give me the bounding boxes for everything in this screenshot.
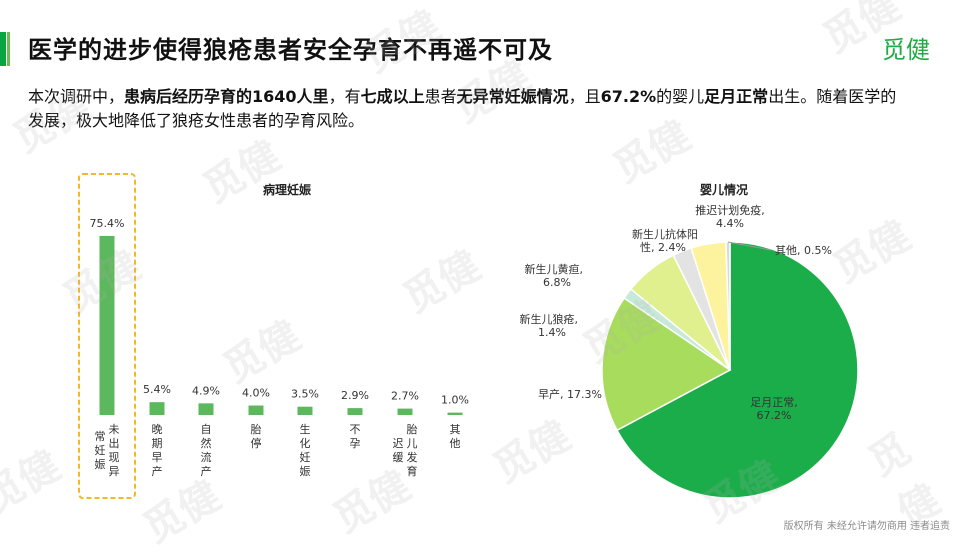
- pie-slice: [616, 241, 859, 499]
- category-label-char: 期: [152, 437, 163, 450]
- bar-value-label: 2.7%: [391, 390, 419, 403]
- intro-highlight: 67.2%: [600, 87, 657, 106]
- category-label-char: 生: [300, 422, 311, 436]
- category-label-char: 不: [350, 423, 361, 436]
- pie-label: 足月正常,: [750, 396, 798, 409]
- pie-slice: [601, 297, 732, 432]
- bar-value-label: 4.9%: [192, 384, 220, 397]
- intro-paragraph: 本次调研中，患病后经历孕育的1640人里，有七成以上患者无异常妊娠情况，且67.…: [28, 85, 908, 133]
- intro-text: ，有: [328, 87, 361, 106]
- category-label-char: 早: [152, 451, 163, 464]
- category-label-char: 其: [450, 423, 461, 436]
- category-label-char: 他: [450, 437, 461, 450]
- category-label-char: 迟: [393, 437, 404, 450]
- intro-text: 本次调研中，: [28, 87, 125, 106]
- pie-chart-title: 婴儿情况: [700, 182, 748, 197]
- pie-label: 早产, 17.3%: [538, 387, 602, 401]
- bar: [198, 403, 214, 415]
- bar: [99, 235, 115, 415]
- intro-text: 出生。随着医学的发展，极大地降低了狼疮女性患者的孕育风险。: [28, 87, 897, 130]
- bar: [297, 406, 313, 415]
- category-label-char: 产: [201, 464, 212, 478]
- category-label-char: 妊: [95, 443, 106, 457]
- category-label-char: 育: [407, 464, 418, 478]
- bar: [347, 408, 363, 415]
- pie-label: 其他, 0.5%: [775, 244, 832, 257]
- bar-value-label: 2.9%: [341, 389, 369, 402]
- pie-label: 新生儿黄疸,: [525, 262, 584, 276]
- intro-text: ，且: [568, 87, 601, 106]
- category-label-char: 妊: [300, 450, 311, 464]
- bar-chart: 病理妊娠75.4%未出现异常妊娠5.4%晚期早产4.9%自然流产4.0%胎停3.…: [78, 173, 469, 499]
- page-title: 医学的进步使得狼疮患者安全孕育不再遥不可及: [28, 36, 553, 64]
- category-label-char: 出: [109, 436, 120, 450]
- category-label-char: 缓: [393, 451, 404, 464]
- category-label-char: 娠: [95, 458, 106, 471]
- category-label-char: 停: [251, 436, 262, 450]
- category-label-char: 流: [201, 450, 212, 464]
- pie-leader-line: [727, 241, 772, 251]
- pie-label: 新生儿狼疮,: [520, 312, 579, 326]
- bar-value-label: 4.0%: [242, 387, 270, 400]
- highlight-box: [78, 173, 136, 499]
- title-accent-bar: [0, 32, 10, 66]
- pie-label: 性, 2.4%: [640, 240, 686, 254]
- category-label-char: 未: [109, 423, 120, 436]
- pie-label: 推迟计划免疫,: [695, 203, 765, 217]
- pie-label: 新生儿抗体阳: [632, 227, 698, 241]
- intro-text: 患者: [424, 87, 457, 106]
- category-label-char: 胎: [407, 422, 418, 436]
- intro-highlight: 患病后经历孕育的1640人里: [124, 87, 329, 106]
- category-label-char: 发: [407, 450, 418, 464]
- category-label-char: 娠: [300, 465, 311, 478]
- bar-chart-title: 病理妊娠: [263, 182, 312, 197]
- pie-label: 1.4%: [538, 326, 566, 339]
- category-label-char: 产: [152, 464, 163, 478]
- category-label-char: 儿: [407, 437, 418, 450]
- bar: [397, 408, 413, 415]
- category-label-char: 孕: [350, 437, 361, 450]
- intro-highlight: 无异常妊娠情况: [456, 87, 569, 106]
- category-label-char: 胎: [251, 422, 262, 436]
- copyright-footer: 版权所有 未经允许请勿商用 违者追责: [783, 521, 950, 532]
- intro-highlight: 七成以上: [360, 87, 425, 106]
- bar: [447, 412, 463, 415]
- bar-value-label: 1.0%: [441, 394, 469, 407]
- bar: [149, 402, 165, 415]
- bar-value-label: 5.4%: [143, 383, 171, 396]
- intro-text: 的婴儿: [656, 87, 705, 106]
- category-label-char: 化: [300, 436, 311, 450]
- bar: [248, 405, 264, 415]
- intro-highlight: 足月正常: [704, 87, 769, 106]
- category-label-char: 然: [201, 436, 212, 450]
- category-label-char: 现: [109, 451, 120, 464]
- pie-label: 67.2%: [757, 409, 792, 422]
- category-label-char: 自: [201, 423, 212, 436]
- pie-label: 6.8%: [543, 276, 571, 289]
- bar-value-label: 3.5%: [291, 388, 319, 401]
- brand-logo: 觅健: [882, 36, 930, 64]
- pie-label: 4.4%: [716, 217, 744, 230]
- category-label-char: 常: [95, 430, 106, 443]
- category-label-char: 晚: [152, 423, 163, 436]
- bar-value-label: 75.4%: [90, 217, 125, 230]
- category-label-char: 异: [109, 465, 120, 478]
